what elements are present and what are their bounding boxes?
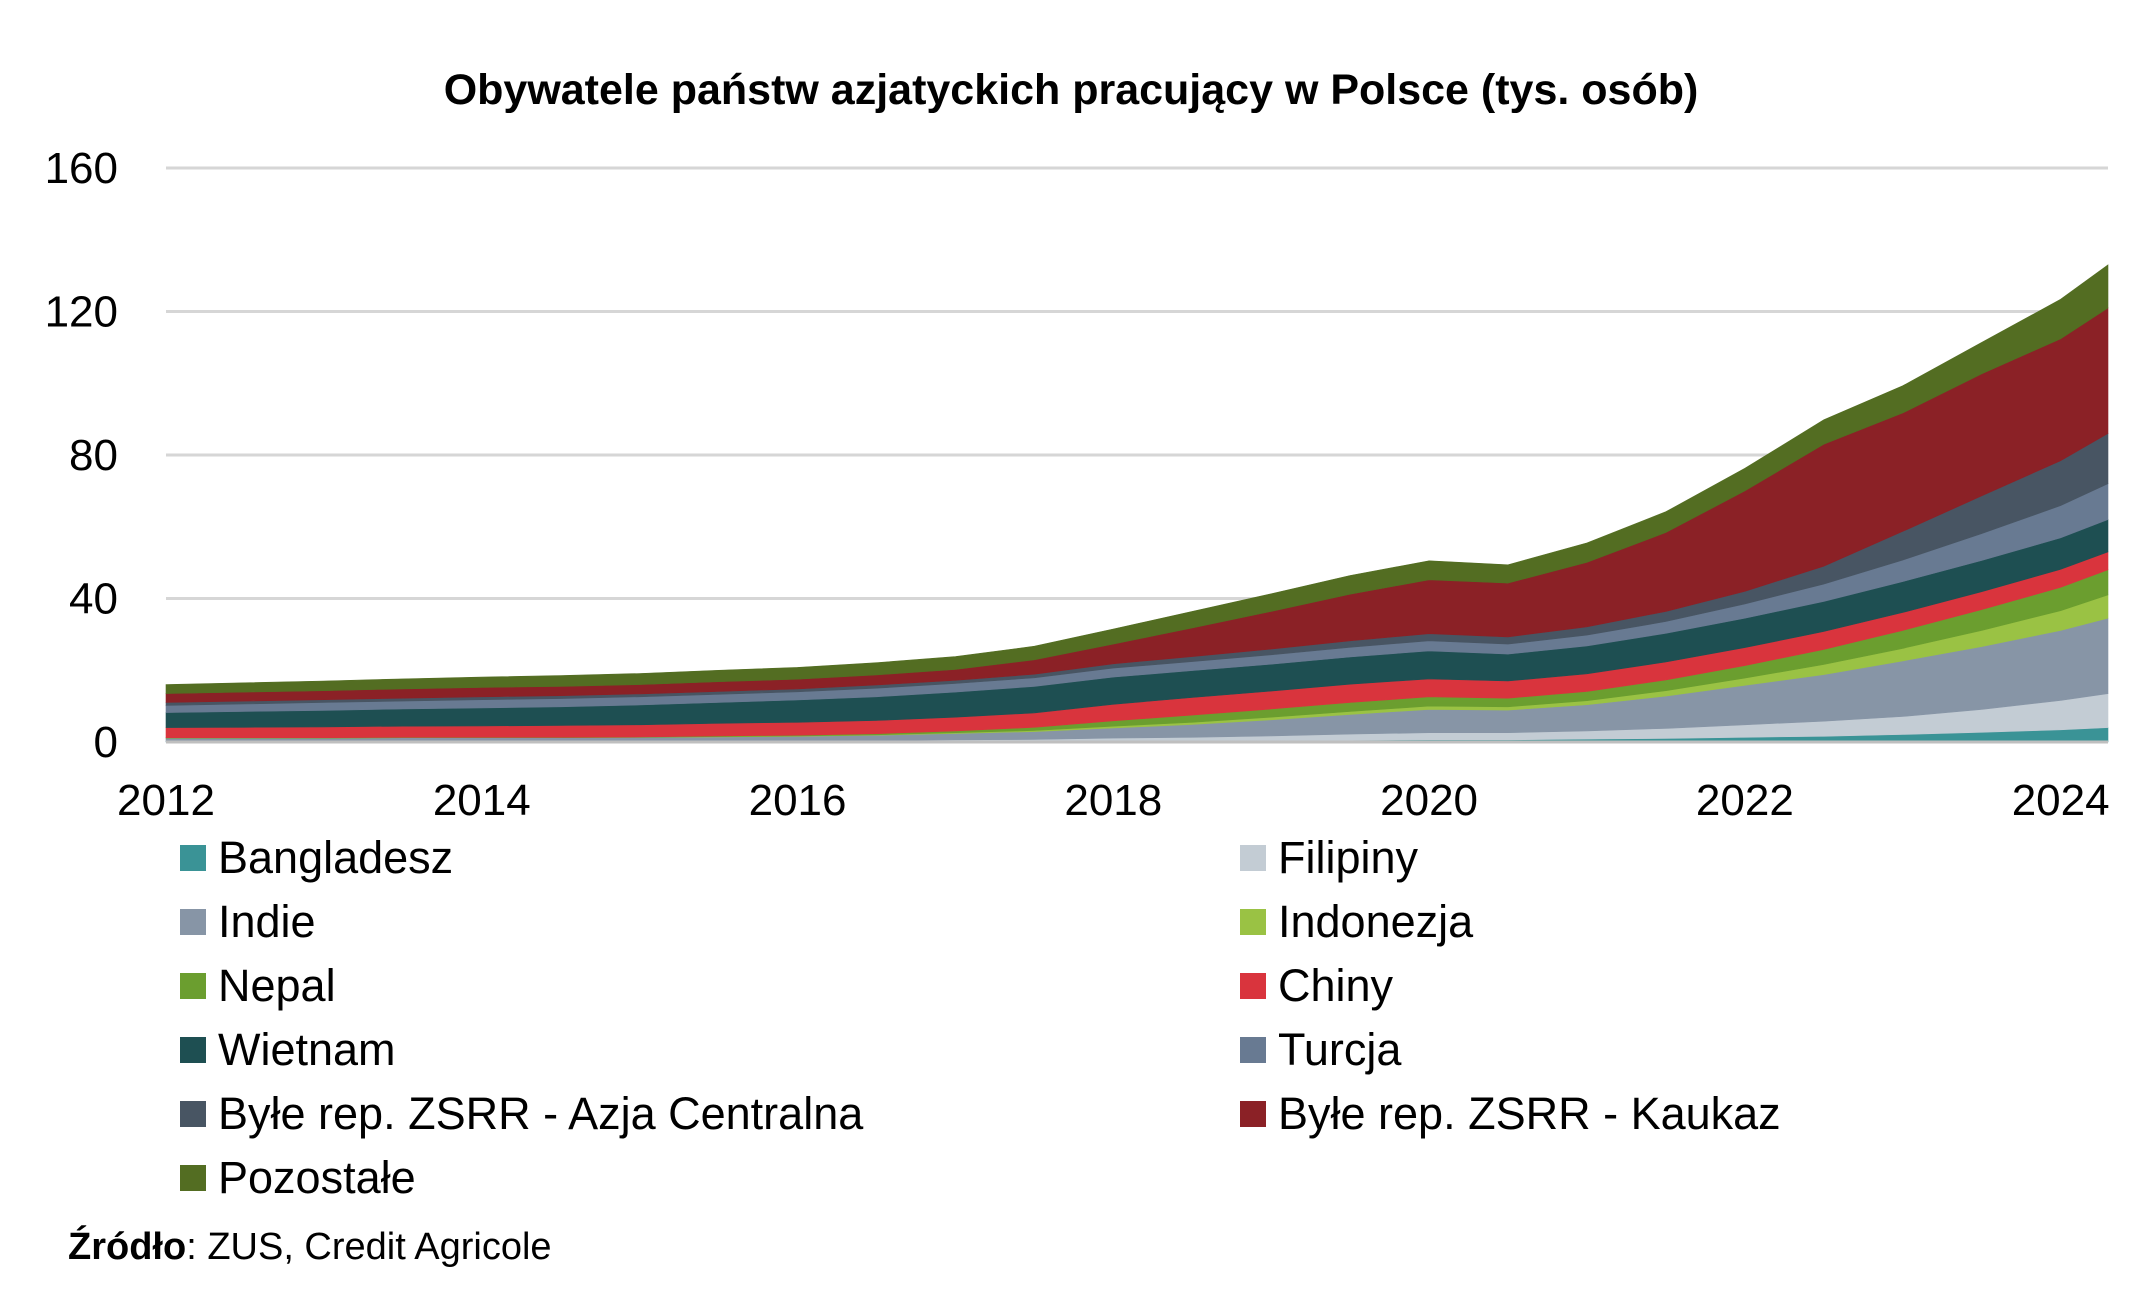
- y-tick-label: 80: [69, 431, 118, 480]
- legend-item-pozostale: Pozostałe: [180, 1146, 1240, 1210]
- x-tick-label: 2014: [433, 776, 531, 825]
- legend-swatch: [1240, 1037, 1266, 1063]
- legend-item-chiny: Chiny: [1240, 954, 2100, 1018]
- legend-label: Nepal: [218, 960, 336, 1011]
- legend-item-byle-rep-zsrr-kaukaz: Byłe rep. ZSRR - Kaukaz: [1240, 1082, 2100, 1146]
- legend-swatch: [1240, 845, 1266, 871]
- legend-label: Bangladesz: [218, 832, 454, 883]
- x-tick-label: 2018: [1064, 776, 1162, 825]
- legend-label: Indie: [218, 896, 316, 947]
- legend-label: Indonezja: [1278, 896, 1474, 947]
- legend-item-wietnam: Wietnam: [180, 1018, 1240, 1082]
- y-tick-label: 120: [45, 288, 118, 337]
- legend-item-bangladesz: Bangladesz: [180, 826, 1240, 890]
- legend-swatch: [1240, 1101, 1266, 1127]
- legend-swatch: [180, 1101, 206, 1127]
- legend-swatch: [180, 1037, 206, 1063]
- source-note: Źródło: ZUS, Credit Agricole: [68, 1222, 552, 1272]
- axes: 0 40 80 120 160 2012 2014 2016 2018 2020 2022 2024: [45, 144, 2110, 825]
- y-tick-label: 160: [45, 144, 118, 193]
- legend-label: Wietnam: [218, 1024, 396, 1075]
- x-tick-label: 2012: [117, 776, 215, 825]
- legend-label: Filipiny: [1278, 832, 1419, 883]
- legend-label: Pozostałe: [218, 1152, 416, 1203]
- legend-swatch: [180, 909, 206, 935]
- legend-swatch: [1240, 973, 1266, 999]
- legend-swatch: [1240, 909, 1266, 935]
- legend-label: Byłe rep. ZSRR - Kaukaz: [1278, 1088, 1781, 1139]
- legend-label: Byłe rep. ZSRR - Azja Centralna: [218, 1088, 864, 1139]
- legend-item-indonezja: Indonezja: [1240, 890, 2100, 954]
- legend-item-turcja: Turcja: [1240, 1018, 2100, 1082]
- x-tick-label: 2020: [1380, 776, 1478, 825]
- y-tick-label: 0: [94, 718, 118, 767]
- source-label: Źródło: [68, 1226, 187, 1268]
- legend: Bangladesz Filipiny Indie Indonezja Nepal Chi…: [180, 826, 2100, 1210]
- legend-swatch: [180, 973, 206, 999]
- x-tick-label: 2022: [1696, 776, 1794, 825]
- source-text: : ZUS, Credit Agricole: [186, 1226, 552, 1268]
- stacked-area-chart: 0 40 80 120 160 2012 2014 2016 2018 2020 2022 2024: [45, 144, 2110, 825]
- legend-item-indie: Indie: [180, 890, 1240, 954]
- legend-item-byle-rep-zsrr-azja-centralna: Byłe rep. ZSRR - Azja Centralna: [180, 1082, 1240, 1146]
- legend-item-nepal: Nepal: [180, 954, 1240, 1018]
- legend-label: Chiny: [1278, 960, 1394, 1011]
- legend-label: Turcja: [1278, 1024, 1402, 1075]
- y-tick-label: 40: [69, 575, 118, 624]
- x-tick-label: 2016: [749, 776, 847, 825]
- legend-swatch: [180, 1165, 206, 1191]
- x-tick-label: 2024: [2012, 776, 2110, 825]
- legend-swatch: [180, 845, 206, 871]
- area-series-pozostale: [165, 264, 2109, 694]
- chart-title: Obywatele państw azjatyckich pracujący w…: [443, 66, 1699, 114]
- legend-item-filipiny: Filipiny: [1240, 826, 2100, 890]
- area-series-group: [165, 264, 2109, 743]
